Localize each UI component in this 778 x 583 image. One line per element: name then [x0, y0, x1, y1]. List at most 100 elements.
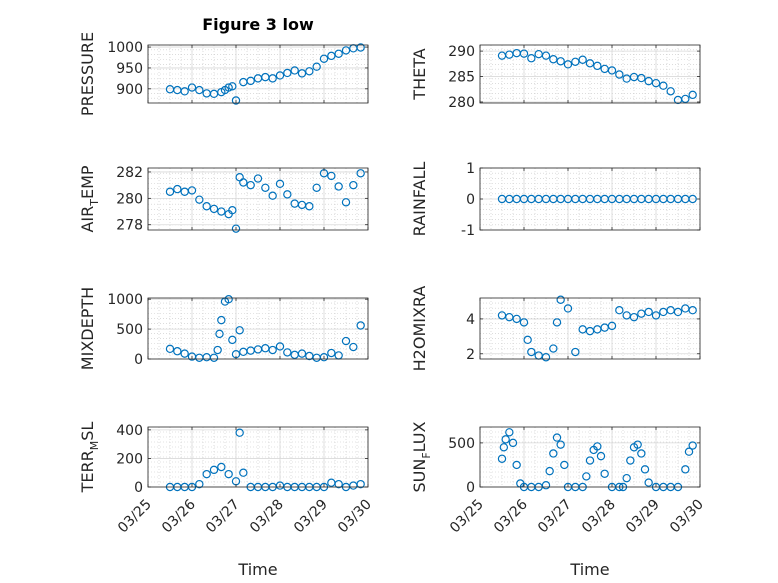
x-tick-label: 03/30 [335, 497, 375, 537]
data-point [508, 438, 518, 448]
data-point [275, 71, 285, 80]
data-point [688, 306, 697, 315]
x-tick-label: 03/27 [535, 497, 575, 537]
data-point [334, 479, 343, 489]
y-tick-label: 290 [448, 44, 475, 60]
axes-box [479, 297, 701, 360]
y-tick-label: 0 [466, 192, 475, 208]
data-point [644, 478, 653, 487]
y-tick-label: 280 [116, 191, 143, 207]
x-tick-label: 03/26 [159, 496, 199, 536]
data-point [681, 465, 690, 474]
data-point [268, 191, 277, 200]
x-axis-label: Time [237, 560, 277, 579]
y-axis-label: TERRMSL [78, 422, 101, 494]
y-tick-label: 500 [116, 322, 143, 338]
data-point [228, 206, 237, 215]
data-point [585, 456, 595, 465]
data-point [319, 54, 329, 63]
subplot-pressure: 900 950 1000 PRESSURE Figure 3 low [78, 15, 369, 116]
data-point [202, 202, 211, 211]
data-point [556, 295, 565, 304]
data-point [637, 449, 646, 458]
data-point [341, 336, 351, 346]
data-point [356, 169, 365, 178]
data-point [327, 171, 336, 181]
axes-box [479, 44, 701, 104]
data-point [585, 59, 595, 68]
data-point [283, 348, 292, 357]
data-point [622, 473, 631, 483]
data-point [165, 344, 175, 354]
data-point [681, 94, 690, 104]
data-point [173, 347, 182, 356]
data-point [651, 78, 661, 88]
data-point [341, 198, 351, 207]
chart-title: Figure 3 low [202, 15, 314, 34]
data-point [523, 335, 532, 345]
data-point [239, 178, 248, 187]
axes-box [479, 426, 701, 488]
data-point [356, 321, 365, 330]
data-point [552, 318, 562, 327]
x-tick-label: 03/25 [115, 497, 155, 537]
data-point [640, 465, 650, 474]
data-point [312, 183, 321, 192]
data-point [290, 66, 299, 75]
data-point [224, 294, 233, 304]
data-point [356, 479, 365, 489]
data-point [571, 347, 580, 357]
y-tick-label: 285 [448, 70, 475, 86]
data-point [349, 342, 358, 352]
data-point [563, 304, 573, 313]
axes-box [147, 44, 369, 104]
subplot-air_temp: 278 280 282 AIRTEMP [78, 165, 369, 234]
data-point [607, 66, 617, 75]
data-point [187, 83, 197, 92]
data-point [519, 49, 529, 58]
data-point [268, 74, 277, 83]
data-point [582, 472, 591, 481]
data-point [541, 51, 551, 60]
data-point [209, 204, 219, 214]
subplot-theta: 280 285 290 THETA [410, 44, 701, 111]
data-point [246, 180, 255, 190]
data-point [593, 61, 602, 71]
y-tick-label: 400 [116, 423, 143, 439]
data-point [334, 182, 343, 191]
data-point [283, 190, 292, 199]
data-point [312, 62, 321, 71]
axes-box [147, 426, 369, 488]
data-point [644, 76, 653, 86]
subplot-sun_flux: 0 500 03/25 03/26 03/27 03/28 03/29 03/30 Time SU… [410, 421, 707, 579]
data-point [297, 349, 307, 358]
y-axis-label: AIRTEMP [78, 165, 101, 232]
y-tick-label: 4 [466, 312, 475, 328]
data-point [519, 318, 529, 327]
y-tick-label: 500 [448, 436, 475, 452]
data-point [505, 428, 514, 437]
data-point [549, 55, 558, 64]
data-point [217, 207, 226, 216]
y-tick-label: 950 [116, 61, 143, 77]
x-tick-label: 03/30 [667, 497, 707, 537]
x-tick-label: 03/28 [247, 497, 287, 537]
data-point [327, 51, 336, 61]
data-point [596, 451, 606, 461]
data-point [180, 87, 189, 96]
x-tick-label: 03/29 [623, 497, 663, 537]
data-point [305, 67, 314, 76]
y-axis-label: MIXDEPTH [78, 287, 97, 370]
data-point [659, 81, 668, 90]
y-tick-label: 1000 [107, 40, 143, 56]
data-point [239, 468, 248, 477]
data-point [195, 85, 204, 95]
data-point [684, 447, 694, 456]
data-point [512, 460, 521, 470]
data-point [527, 347, 536, 357]
x-tick-label: 03/29 [291, 497, 331, 537]
data-point [556, 440, 565, 449]
data-point [651, 311, 661, 320]
y-tick-label: 1 [466, 161, 475, 177]
data-point [195, 195, 204, 204]
